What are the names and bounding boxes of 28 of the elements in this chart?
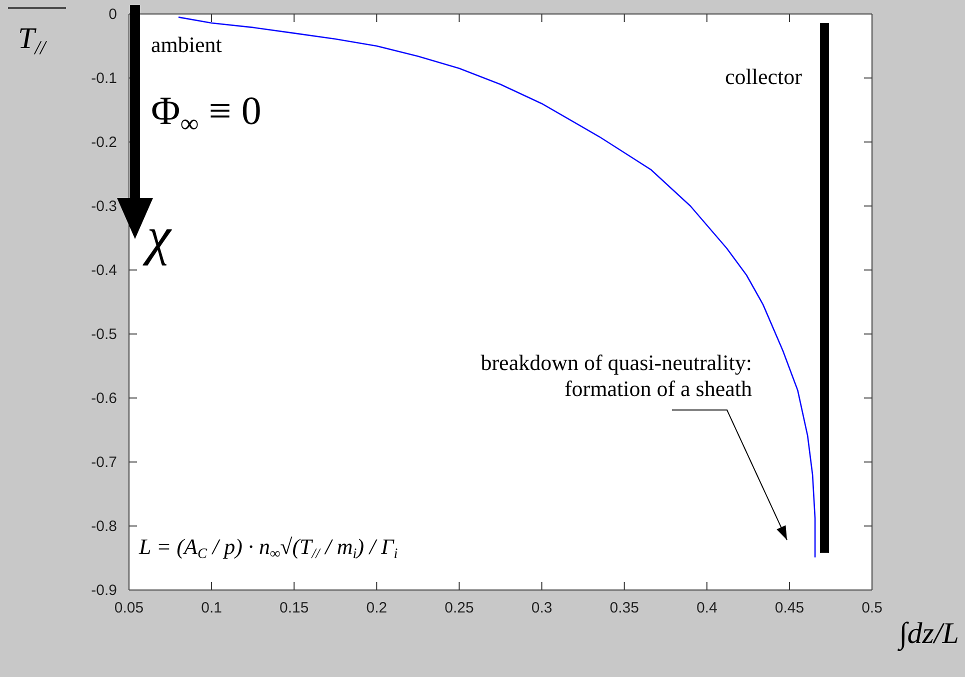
y-tick-label: -0.9 (91, 582, 117, 599)
annotation: χ (142, 206, 172, 266)
y-tick-label: 0 (108, 6, 117, 23)
x-tick-label: 0.1 (201, 600, 222, 617)
y-tick-label: -0.8 (91, 518, 117, 535)
y-tick-label: -0.5 (91, 326, 117, 343)
x-tick-label: 0.3 (531, 600, 552, 617)
text: L = (A$_{C}$ / p) · n$_{∞}$√(T$_{//}$ / m$_{i}$) / Γ$_{i}$ (139, 534, 398, 562)
y-axis-title: T$_{//}$ (18, 22, 48, 59)
annotation: ambient (151, 32, 222, 57)
x-tick-label: 0.2 (366, 600, 388, 617)
x-tick-label: 0.5 (862, 600, 882, 617)
x-tick-label: 0.45 (774, 600, 804, 617)
y-tick-label: -0.7 (91, 454, 117, 471)
y-tick-label: -0.3 (91, 198, 117, 215)
y-tick-label: -0.6 (91, 390, 117, 407)
y-tick-label: -0.1 (91, 70, 117, 87)
y-tick-label: -0.2 (91, 134, 117, 151)
annotation: Φ$_{∞}$ ≡ 0 (151, 88, 262, 138)
annotation: breakdown of quasi-neutrality: formation of a sheath (480, 350, 752, 401)
x-tick-label: 0.35 (610, 600, 639, 617)
y-tick-label: -0.4 (91, 262, 117, 279)
x-tick-label: 0.15 (280, 600, 309, 617)
x-tick-label: 0.25 (444, 600, 474, 617)
x-tick-label: 0.05 (114, 600, 144, 617)
annotation: collector (725, 64, 803, 89)
x-tick-label: 0.4 (696, 600, 718, 617)
x-axis-title: ∫dz/L (897, 617, 959, 652)
